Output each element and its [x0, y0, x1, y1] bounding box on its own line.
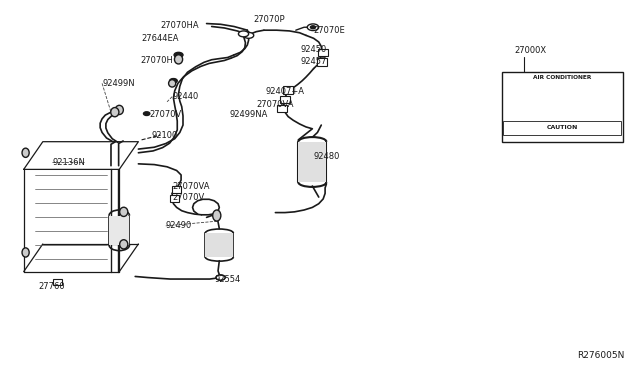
Text: AIR CONDITIONER: AIR CONDITIONER	[533, 76, 591, 80]
Ellipse shape	[111, 108, 119, 117]
Text: 27070P: 27070P	[253, 15, 285, 24]
Bar	[284, 86, 293, 94]
Text: 92136N: 92136N	[52, 157, 85, 167]
Ellipse shape	[168, 80, 176, 87]
Text: 92450: 92450	[301, 45, 327, 54]
Bar	[503, 121, 621, 135]
Bar	[53, 279, 61, 285]
Ellipse shape	[212, 210, 221, 221]
Bar	[317, 58, 326, 65]
Circle shape	[216, 275, 225, 280]
Bar	[280, 96, 290, 103]
Circle shape	[170, 78, 177, 83]
Text: 27070VA: 27070VA	[172, 182, 210, 191]
Text: R276005N: R276005N	[577, 351, 625, 360]
Bar	[172, 186, 181, 193]
Text: 92490: 92490	[166, 221, 192, 230]
Bar	[170, 195, 179, 202]
Bar	[502, 71, 623, 142]
Text: 92480: 92480	[314, 152, 340, 161]
Ellipse shape	[120, 207, 128, 217]
Bar	[205, 233, 234, 257]
Bar	[298, 142, 326, 182]
Ellipse shape	[120, 240, 128, 249]
Text: 92554: 92554	[215, 275, 241, 283]
Circle shape	[54, 280, 61, 284]
Ellipse shape	[175, 55, 182, 64]
Bar	[319, 49, 328, 56]
Text: 27070E: 27070E	[314, 26, 346, 35]
Circle shape	[174, 52, 183, 58]
Circle shape	[244, 32, 253, 38]
Text: 27070VA: 27070VA	[256, 100, 294, 109]
Text: 27644EA: 27644EA	[141, 34, 179, 43]
Bar	[277, 105, 287, 112]
Text: 92440: 92440	[172, 92, 198, 101]
Text: 27760: 27760	[38, 282, 65, 291]
Text: 92499N: 92499N	[102, 79, 134, 88]
Text: 27070V: 27070V	[172, 193, 204, 202]
Bar	[109, 215, 129, 245]
Text: 27070V: 27070V	[149, 110, 182, 119]
Text: 27070H: 27070H	[140, 56, 173, 65]
Text: 27000X: 27000X	[515, 46, 547, 55]
Text: CAUTION: CAUTION	[547, 125, 578, 130]
Ellipse shape	[22, 148, 29, 157]
Text: 92407+A: 92407+A	[266, 87, 305, 96]
Circle shape	[307, 24, 319, 31]
Text: 92100: 92100	[151, 131, 177, 140]
Text: 92499NA: 92499NA	[230, 109, 268, 119]
Circle shape	[310, 26, 316, 29]
Text: 27070HA: 27070HA	[160, 21, 199, 30]
Text: 92457: 92457	[301, 57, 327, 66]
Ellipse shape	[22, 248, 29, 257]
Circle shape	[239, 31, 248, 37]
Circle shape	[216, 275, 225, 280]
Circle shape	[143, 112, 150, 115]
Ellipse shape	[115, 105, 124, 115]
